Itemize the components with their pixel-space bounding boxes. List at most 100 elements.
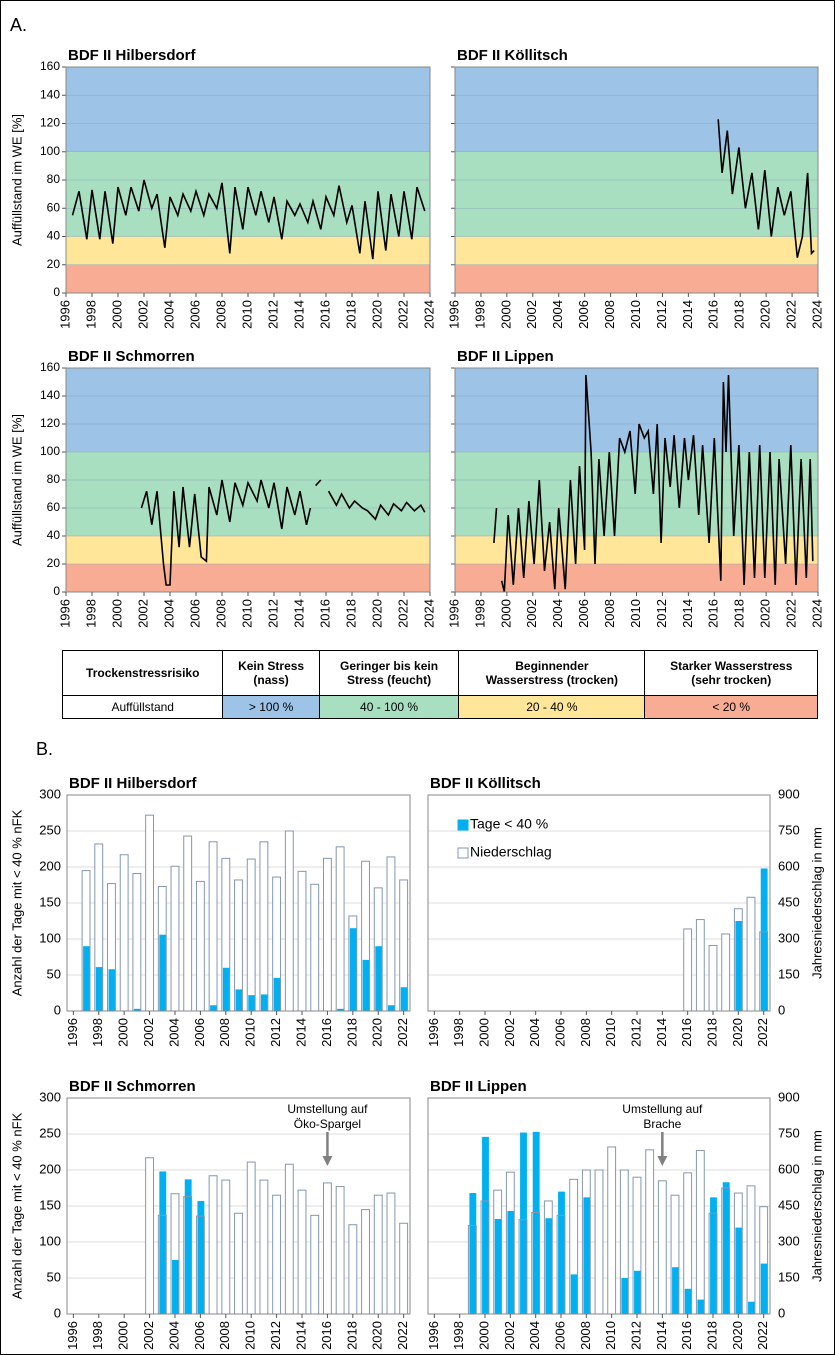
x-tick-label: 2014 bbox=[654, 1321, 669, 1350]
x-tick-label: 2018 bbox=[344, 1018, 359, 1047]
y-tick-label: 300 bbox=[39, 1089, 61, 1104]
x-tick-label: 2018 bbox=[343, 300, 358, 329]
y-tick-label: 50 bbox=[47, 966, 61, 981]
bar-fill bbox=[196, 881, 205, 1011]
bar bbox=[672, 1267, 679, 1314]
y2-tick-label: 0 bbox=[778, 1305, 785, 1320]
x-tick-label: 2000 bbox=[109, 300, 124, 329]
bar-fill bbox=[569, 1179, 578, 1314]
y-tick-label: 100 bbox=[39, 930, 61, 945]
bar bbox=[159, 934, 167, 1011]
x-tick-label: 2022 bbox=[395, 599, 410, 628]
x-tick-label: 2000 bbox=[498, 599, 513, 628]
bar bbox=[570, 1274, 578, 1314]
plot-border bbox=[66, 794, 411, 1012]
header-cell: Kein Stress (nass) bbox=[222, 650, 320, 696]
x-tick-label: 1996 bbox=[65, 1018, 80, 1047]
y-tick-label: 0 bbox=[54, 1002, 61, 1017]
x-tick-label: 2020 bbox=[370, 1321, 385, 1350]
bar bbox=[494, 1218, 502, 1314]
bar-fill bbox=[298, 871, 306, 1011]
y2-tick-label: 150 bbox=[778, 1269, 800, 1284]
x-tick-label: 1998 bbox=[451, 1018, 466, 1047]
bar bbox=[684, 1288, 692, 1314]
x-tick-label: 1996 bbox=[426, 1321, 441, 1350]
legend-swatch bbox=[457, 819, 469, 831]
plot-border bbox=[427, 794, 771, 1012]
y-tick-label: 140 bbox=[40, 388, 60, 402]
bar-fill bbox=[171, 866, 179, 1011]
bar bbox=[634, 1270, 641, 1314]
bar bbox=[520, 1132, 527, 1314]
bar bbox=[375, 946, 383, 1011]
arrow-head bbox=[322, 1156, 333, 1166]
bar-fill bbox=[221, 858, 230, 1011]
y2-tick-label: 450 bbox=[778, 1197, 800, 1212]
bar-fill bbox=[285, 1164, 294, 1314]
bar bbox=[235, 989, 243, 1011]
x-tick-label: 2008 bbox=[213, 300, 228, 329]
bar bbox=[507, 1211, 515, 1314]
band bbox=[455, 236, 818, 265]
bar-fill bbox=[387, 1193, 395, 1314]
x-tick-label: 2016 bbox=[679, 1018, 694, 1047]
band bbox=[455, 67, 818, 152]
y-tick-label: 200 bbox=[39, 1161, 61, 1176]
bar-fill bbox=[323, 1182, 332, 1314]
bar-fill bbox=[323, 858, 332, 1011]
y-tick-label: 0 bbox=[53, 584, 60, 598]
bar-fill bbox=[310, 1215, 319, 1314]
y-tick-label: 120 bbox=[40, 116, 60, 130]
x-tick-label: 2006 bbox=[187, 300, 202, 329]
bar-fill bbox=[145, 1157, 154, 1314]
x-tick-label: 2020 bbox=[730, 1321, 745, 1350]
x-tick-label: 2020 bbox=[758, 300, 773, 329]
x-tick-label: 2022 bbox=[395, 1321, 410, 1350]
bar-fill bbox=[209, 1175, 218, 1314]
plot-border bbox=[66, 1097, 411, 1315]
y-tick-label: 200 bbox=[39, 858, 61, 873]
x-tick-label: 2002 bbox=[141, 1018, 156, 1047]
x-tick-label: 2000 bbox=[109, 599, 124, 628]
header-cell: Trockenstressrisiko bbox=[61, 650, 224, 696]
line bbox=[493, 374, 814, 593]
cell: 20 - 40 % bbox=[458, 695, 646, 719]
x-tick-label: 2024 bbox=[421, 599, 436, 628]
x-tick-label: 2008 bbox=[578, 1321, 593, 1350]
plot-border bbox=[427, 1097, 771, 1315]
x-tick-label: 1998 bbox=[451, 1321, 466, 1350]
x-tick-label: 2006 bbox=[552, 1321, 567, 1350]
band bbox=[66, 236, 430, 265]
x-tick-label: 1998 bbox=[83, 599, 98, 628]
bar-fill bbox=[645, 1149, 654, 1314]
bar bbox=[95, 967, 103, 1011]
x-tick-label: 2020 bbox=[370, 1018, 385, 1047]
line bbox=[717, 119, 815, 258]
x-tick-label: 2008 bbox=[602, 599, 617, 628]
x-tick-label: 2012 bbox=[268, 1018, 283, 1047]
x-tick-label: 1996 bbox=[426, 1018, 441, 1047]
bar-fill bbox=[361, 861, 370, 1011]
band bbox=[66, 264, 430, 293]
bar-fill bbox=[607, 1146, 616, 1314]
y-tick-label: 0 bbox=[53, 285, 60, 299]
x-tick-label: 2022 bbox=[755, 1321, 770, 1350]
bar-fill bbox=[234, 1213, 243, 1314]
x-tick-label: 2024 bbox=[809, 300, 824, 329]
annotation: Umstellung auf Öko-Spargel bbox=[287, 1102, 368, 1131]
cell: Auffüllstand bbox=[61, 695, 224, 719]
y2-tick-label: 750 bbox=[778, 1125, 800, 1140]
x-tick-label: 2004 bbox=[550, 300, 565, 329]
x-tick-label: 2008 bbox=[213, 599, 228, 628]
bar bbox=[697, 1299, 705, 1314]
bar bbox=[621, 1278, 629, 1314]
legend-label: Niederschlag bbox=[470, 844, 552, 860]
bar bbox=[735, 921, 743, 1011]
chart-title: BDF II Schmorren bbox=[68, 348, 195, 365]
band bbox=[455, 151, 818, 237]
x-tick-label: 2012 bbox=[654, 599, 669, 628]
x-tick-label: 2000 bbox=[498, 300, 513, 329]
bar-fill bbox=[310, 884, 319, 1011]
y2-tick-label: 0 bbox=[778, 1002, 785, 1017]
